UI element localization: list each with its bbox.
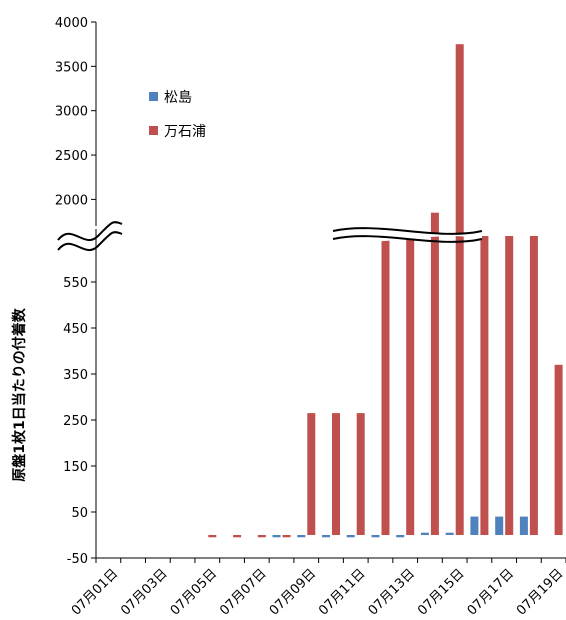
axis-break-gap	[333, 228, 482, 242]
y-tick-label: 150	[63, 460, 88, 475]
bar-mangokuura-18	[529, 236, 538, 535]
axis-break-left-bottom	[57, 231, 123, 252]
bar-matsushima-17	[495, 516, 504, 535]
bars-group	[208, 44, 563, 538]
x-tick-label: 07月07日	[217, 566, 269, 616]
bar-matsushima-12	[371, 535, 380, 538]
bar-matsushima-15	[445, 532, 454, 535]
bar-mangokuura-9	[307, 413, 316, 535]
bar-matsushima-13	[396, 535, 405, 538]
bar-mangokuura-7	[257, 535, 266, 538]
y-tick-label: 3000	[55, 105, 88, 120]
bar-matsushima-16	[470, 516, 479, 535]
legend-label-2: 万石浦	[164, 124, 206, 140]
y-tick-label: 2000	[55, 193, 88, 208]
axis-break-left-top	[57, 221, 123, 242]
axis-break-marks	[57, 221, 483, 252]
x-tick-label: 07月01日	[69, 566, 121, 616]
axis-break-right-bottom	[332, 235, 483, 243]
x-tick-label: 07月13日	[366, 566, 418, 616]
y-tick-label: -50	[67, 552, 88, 567]
x-tick-label: 07月09日	[267, 566, 319, 616]
axis-break-right-top	[332, 227, 483, 235]
x-tick-label: 07月17日	[465, 566, 517, 616]
x-tick-label: 07月03日	[118, 566, 170, 616]
bar-mangokuura-8	[282, 535, 291, 538]
legend-swatch-1	[149, 92, 158, 101]
bar-mangokuura-13	[406, 236, 415, 535]
bar-matsushima-18	[519, 516, 528, 535]
y-tick-label: 50	[71, 506, 88, 521]
bar-mangokuura-16	[480, 236, 489, 535]
bar-mangokuura-14	[430, 212, 439, 535]
x-tick-label: 07月15日	[415, 566, 467, 616]
y-tick-label: 250	[63, 414, 88, 429]
bar-mangokuura-19	[554, 364, 563, 535]
bar-mangokuura-17	[505, 236, 514, 535]
x-tick-label: 07月11日	[316, 566, 368, 616]
y-axis-title: 原盤1枚1日当たりの付着数	[11, 307, 28, 481]
legend-swatch-2	[149, 126, 158, 135]
bar-matsushima-11	[346, 535, 355, 538]
bar-mangokuura-12	[381, 236, 390, 535]
bar-matsushima-9	[297, 535, 306, 538]
y-tick-label: 450	[63, 322, 88, 337]
y-tick-label: 2500	[55, 149, 88, 164]
x-tick-label: 07月05日	[168, 566, 220, 616]
bar-mangokuura-5	[208, 535, 217, 538]
y-tick-label: 3500	[55, 60, 88, 75]
y-tick-label: 550	[63, 276, 88, 291]
bar-mangokuura-10	[332, 413, 340, 535]
bar-matsushima-10	[322, 535, 330, 538]
bar-mangokuura-6	[233, 535, 242, 538]
bar-mangokuura-11	[356, 413, 365, 535]
axes-group	[91, 21, 566, 563]
x-tick-label: 07月19日	[514, 566, 566, 616]
legend-label-1: 松島	[164, 90, 192, 106]
y-tick-label: 350	[63, 368, 88, 383]
bar-matsushima-8	[272, 535, 281, 538]
y-tick-label: 4000	[55, 16, 88, 31]
bar-mangokuura-15	[455, 44, 464, 535]
bar-matsushima-14	[420, 532, 429, 535]
